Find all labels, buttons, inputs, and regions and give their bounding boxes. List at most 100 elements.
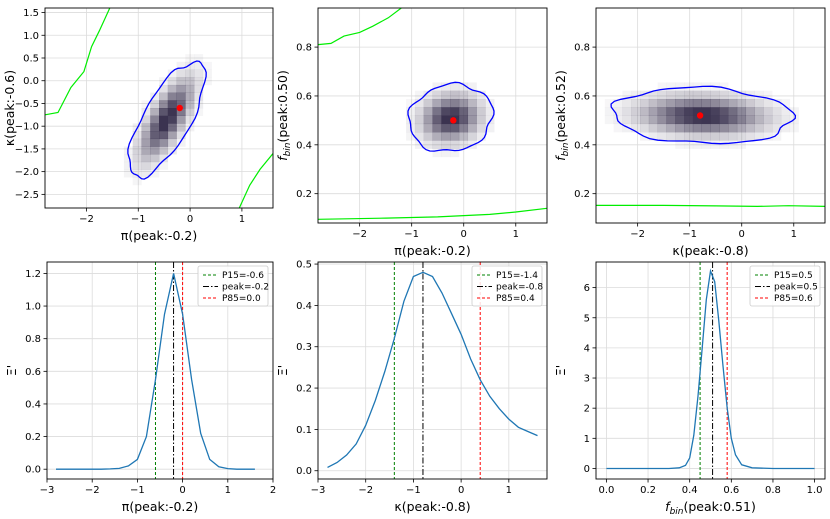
density-cell <box>432 140 442 149</box>
density-cell <box>631 115 641 125</box>
density-cell <box>648 115 658 125</box>
density-cell <box>167 108 177 116</box>
density-cell <box>657 107 667 116</box>
density-cell <box>141 100 151 109</box>
density-cell <box>132 131 142 140</box>
x-tick-label: −2 <box>79 214 94 225</box>
density-cell <box>159 138 169 147</box>
density-cell <box>423 115 433 125</box>
density-cell <box>423 98 433 108</box>
density-cell <box>666 98 676 108</box>
y-tick-label: 0.1 <box>296 425 312 436</box>
density-cell <box>476 107 486 116</box>
density-cell <box>202 61 212 70</box>
outer-contour <box>596 204 825 208</box>
density-cell <box>772 132 782 141</box>
density-cell <box>167 138 177 147</box>
y-tick-label: 0.2 <box>296 384 312 395</box>
density-cell <box>150 131 160 140</box>
density-cell <box>789 123 799 133</box>
density-cell <box>684 140 694 149</box>
density-cell <box>176 123 186 132</box>
density-cell <box>648 90 658 100</box>
density-cell <box>728 123 738 133</box>
density-cell <box>604 115 614 125</box>
density-cell <box>754 115 764 125</box>
density-cell <box>159 84 169 93</box>
density-cell <box>167 146 177 155</box>
y-tick-label: 6 <box>584 283 590 294</box>
density-cell <box>604 98 614 108</box>
density-cell <box>141 115 151 124</box>
y-tick-label: 0.6 <box>574 91 590 102</box>
x-axis-label: π(peak:-0.2) <box>122 499 198 514</box>
y-tick-label: −0.5 <box>15 99 39 110</box>
density-cell <box>194 61 204 70</box>
density-cell <box>423 123 433 133</box>
density-cell <box>684 98 694 108</box>
density-cell <box>159 92 169 101</box>
density-cell <box>167 84 177 93</box>
density-cell <box>141 169 151 178</box>
legend-entry: P15=-1.4 <box>496 271 538 281</box>
density-cell <box>159 154 169 163</box>
x-tick-label: 0 <box>739 229 745 240</box>
density-cell <box>622 123 632 133</box>
density-cell <box>194 77 204 86</box>
density-cell <box>666 82 676 91</box>
y-tick-label: 0.6 <box>25 367 41 378</box>
legend-box <box>749 265 821 307</box>
density-cell <box>432 107 442 116</box>
plot-frame <box>46 261 274 480</box>
density-curve <box>606 268 815 470</box>
density-cell <box>622 115 632 125</box>
x-tick-label: −3 <box>311 485 326 496</box>
density-cell <box>648 123 658 133</box>
density-cell <box>458 140 469 149</box>
density-cell <box>701 90 711 100</box>
density-cell <box>194 69 204 78</box>
density-cell <box>613 123 623 133</box>
density-cell <box>159 108 169 116</box>
density-cell <box>467 98 477 108</box>
y-axis-label-tail: (peak:0.52) <box>553 70 568 142</box>
legend-box <box>197 265 269 307</box>
density-cell <box>141 138 151 147</box>
density-cell <box>176 69 186 78</box>
density-cell <box>167 77 177 86</box>
y-axis-label-tail: (peak:0.50) <box>275 70 290 142</box>
density-cell <box>666 123 676 133</box>
y-tick-label: 1.5 <box>23 8 39 19</box>
x-axis-label: π(peak:-0.2) <box>121 228 197 243</box>
density-cell <box>772 123 782 133</box>
density-cell <box>736 115 747 125</box>
density-cell <box>684 82 694 91</box>
density-cell <box>710 90 720 100</box>
density-cell <box>657 82 667 91</box>
density-cell <box>467 90 477 100</box>
density-cell <box>458 107 469 116</box>
plot-frame <box>44 7 274 209</box>
y-tick-label: 2 <box>584 404 590 415</box>
density-cell <box>684 123 694 133</box>
density-cell <box>467 107 477 116</box>
y-tick-label: 1 <box>584 434 590 445</box>
ticks: 0.0 0.2 0.4 0.6 0.8 1.0 0 1 2 3 4 5 6 <box>584 283 823 496</box>
density-cell <box>441 90 451 100</box>
density-cell <box>185 61 195 70</box>
density-cell <box>657 98 667 108</box>
density-cell <box>780 123 791 133</box>
x-tick-label: −1 <box>406 485 421 496</box>
density-cell <box>701 123 711 133</box>
density-cell <box>458 90 469 100</box>
density-cell <box>441 123 451 133</box>
density-cell <box>692 98 702 108</box>
density-cell <box>458 98 469 108</box>
density-cell <box>441 148 451 158</box>
density-cell <box>450 132 460 141</box>
x-tick-label: −2 <box>358 485 373 496</box>
x-tick-label: −1 <box>130 485 145 496</box>
density-cell <box>159 115 169 124</box>
density-cell <box>159 161 169 170</box>
